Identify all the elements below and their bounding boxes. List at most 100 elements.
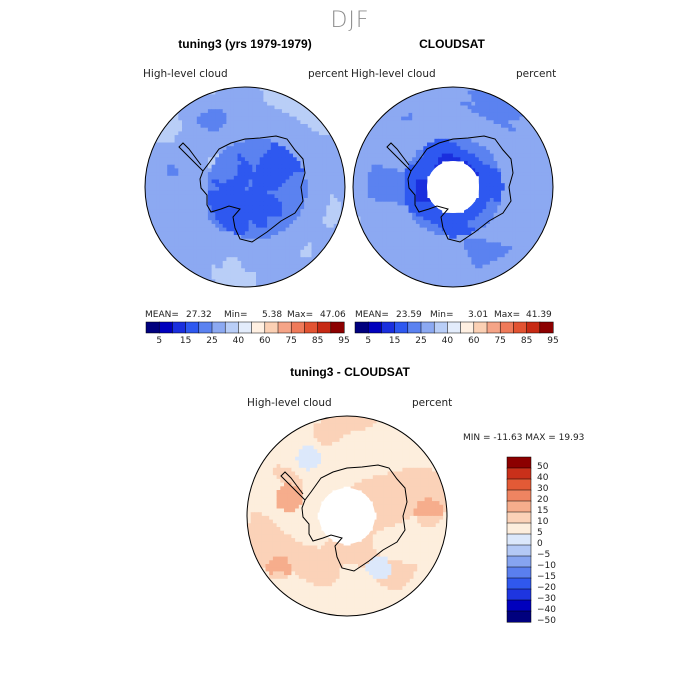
model-cell (189, 235, 194, 240)
obs-cell (449, 220, 454, 225)
obs-cell (523, 198, 528, 203)
obs-cell (460, 101, 465, 106)
obs-cell (375, 135, 380, 140)
obs-cell (523, 209, 528, 214)
obs-cell (393, 161, 398, 166)
model-cell (241, 87, 246, 92)
model-cell (222, 186, 227, 191)
obs-cell (523, 127, 528, 132)
colorbar-box (460, 321, 475, 334)
obs-cell (415, 98, 420, 103)
model-cell (204, 157, 209, 162)
model-cell (307, 105, 312, 110)
model-cell (244, 279, 249, 284)
model-cell (167, 227, 172, 232)
obs-cell (382, 146, 387, 151)
model-cell (252, 198, 257, 203)
obs-cell (441, 135, 446, 140)
model-cell (307, 149, 312, 154)
model-cell (159, 124, 164, 129)
model-cell (293, 198, 298, 203)
obs-cell (367, 220, 372, 225)
obs-cell (427, 223, 432, 228)
model-cell (237, 190, 242, 195)
diff-cell (361, 419, 366, 424)
model-cell (318, 161, 323, 166)
model-cell (337, 142, 342, 147)
model-cell (248, 231, 253, 236)
obs-cell (497, 131, 502, 136)
obs-cell (508, 253, 513, 258)
model-cell (167, 153, 172, 158)
obs-cell (519, 161, 524, 166)
model-cell (237, 205, 242, 210)
obs-cell (504, 142, 509, 147)
obs-cell (523, 131, 528, 136)
model-cell (211, 212, 216, 217)
obs-cell (423, 161, 428, 166)
model-cell (285, 175, 290, 180)
obs-cell (427, 135, 432, 140)
obs-cell (423, 172, 428, 177)
obs-cell (489, 164, 494, 169)
obs-cell (475, 127, 480, 132)
obs-cell (478, 186, 483, 191)
model-cell (330, 149, 335, 154)
model-cell (196, 209, 201, 214)
obs-cell (475, 198, 480, 203)
obs-cell (460, 286, 465, 287)
obs-cell (438, 116, 443, 121)
model-cell (226, 253, 231, 258)
model-cell (263, 112, 268, 117)
obs-cell (552, 164, 553, 169)
obs-cell (486, 186, 491, 191)
obs-cell (464, 149, 469, 154)
model-cell (293, 249, 298, 254)
obs-cell (475, 235, 480, 240)
obs-cell (526, 190, 531, 195)
obs-cell (515, 105, 520, 110)
obs-cell (464, 242, 469, 247)
obs-cell (408, 120, 413, 125)
obs-cell (460, 109, 465, 114)
obs-cell (438, 87, 443, 92)
obs-cell (471, 124, 476, 129)
obs-cell (456, 90, 461, 95)
obs-cell (367, 212, 372, 217)
model-cell (263, 201, 268, 206)
model-cell (193, 127, 198, 132)
model-cell (256, 149, 261, 154)
obs-cell (519, 249, 524, 254)
model-cell (182, 168, 187, 173)
model-cell (189, 116, 194, 121)
obs-cell (508, 242, 513, 247)
obs-cell (427, 153, 432, 158)
model-cell (219, 272, 224, 277)
obs-cell (515, 205, 520, 210)
colorbar-box (317, 321, 332, 334)
model-cell (318, 142, 323, 147)
model-cell (189, 146, 194, 151)
model-cell (322, 216, 327, 221)
obs-cell (456, 238, 461, 243)
obs-cell (519, 112, 524, 117)
diff-cell (358, 416, 363, 421)
model-min-value: 5.38 (262, 310, 283, 320)
model-cell (230, 272, 235, 277)
model-cell (200, 279, 205, 284)
model-cell (244, 205, 249, 210)
model-cell (152, 186, 157, 191)
obs-cell (489, 194, 494, 199)
model-cell (226, 216, 231, 221)
obs-cell (430, 220, 435, 225)
model-cell (259, 120, 264, 125)
obs-cell (382, 116, 387, 121)
obs-cell (404, 142, 409, 147)
obs-cell (471, 109, 476, 114)
model-cell (230, 127, 235, 132)
obs-cell (515, 190, 520, 195)
obs-cell (486, 116, 491, 121)
obs-cell (449, 246, 454, 251)
obs-cell (541, 146, 546, 151)
obs-cell (467, 257, 472, 262)
